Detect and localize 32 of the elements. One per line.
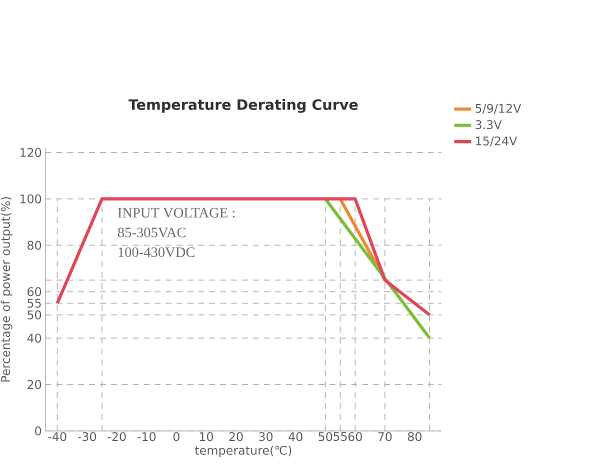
x-tick-label: 80 bbox=[408, 432, 422, 442]
y-tick-label: 80 bbox=[28, 240, 42, 250]
annotation: INPUT VOLTAGE : bbox=[118, 208, 235, 218]
x-tick-label: 0 bbox=[173, 432, 180, 442]
y-tick-label: 60 bbox=[28, 287, 42, 296]
legend-label: 5/9/12V bbox=[476, 104, 522, 114]
x-tick-label: 20 bbox=[229, 432, 243, 442]
x-tick-label: -10 bbox=[138, 432, 156, 442]
y-tick-label: 55 bbox=[28, 298, 41, 308]
x-tick-label: -30 bbox=[78, 432, 96, 442]
line-series bbox=[56, 197, 432, 316]
legend-label: 15/24V bbox=[476, 136, 518, 146]
chart-title: Temperature Derating Curve bbox=[128, 98, 358, 113]
x-tick-label: 60 bbox=[348, 432, 362, 442]
x-tick-label: 30 bbox=[259, 432, 273, 442]
x-tick-label: 50 bbox=[318, 432, 332, 442]
x-tick-label: 40 bbox=[288, 432, 302, 442]
y-axis-title: Percentage of power output(%) bbox=[0, 196, 12, 382]
x-axis-title: temperature(℃) bbox=[194, 446, 292, 458]
x-tick-label: 10 bbox=[200, 432, 214, 442]
y-tick-label: 120 bbox=[20, 148, 42, 157]
x-tick-label: 70 bbox=[378, 432, 392, 442]
y-tick-label: 40 bbox=[27, 333, 42, 342]
y-tick-label: 20 bbox=[28, 380, 42, 389]
annotation: 100-430VDC bbox=[118, 247, 194, 257]
x-tick-label: -40 bbox=[48, 432, 66, 442]
y-tick-label: 100 bbox=[20, 194, 42, 204]
annotation: 85-305VAC bbox=[118, 228, 186, 238]
y-tick-label: 50 bbox=[28, 310, 42, 320]
x-tick-label: -20 bbox=[108, 432, 126, 442]
x-tick-label: 55 bbox=[334, 432, 347, 441]
legend-label: 3.3V bbox=[476, 120, 502, 130]
